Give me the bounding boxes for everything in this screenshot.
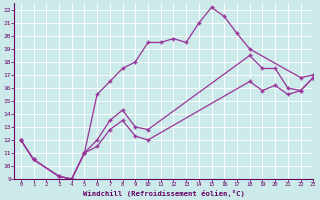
- X-axis label: Windchill (Refroidissement éolien,°C): Windchill (Refroidissement éolien,°C): [83, 190, 245, 197]
